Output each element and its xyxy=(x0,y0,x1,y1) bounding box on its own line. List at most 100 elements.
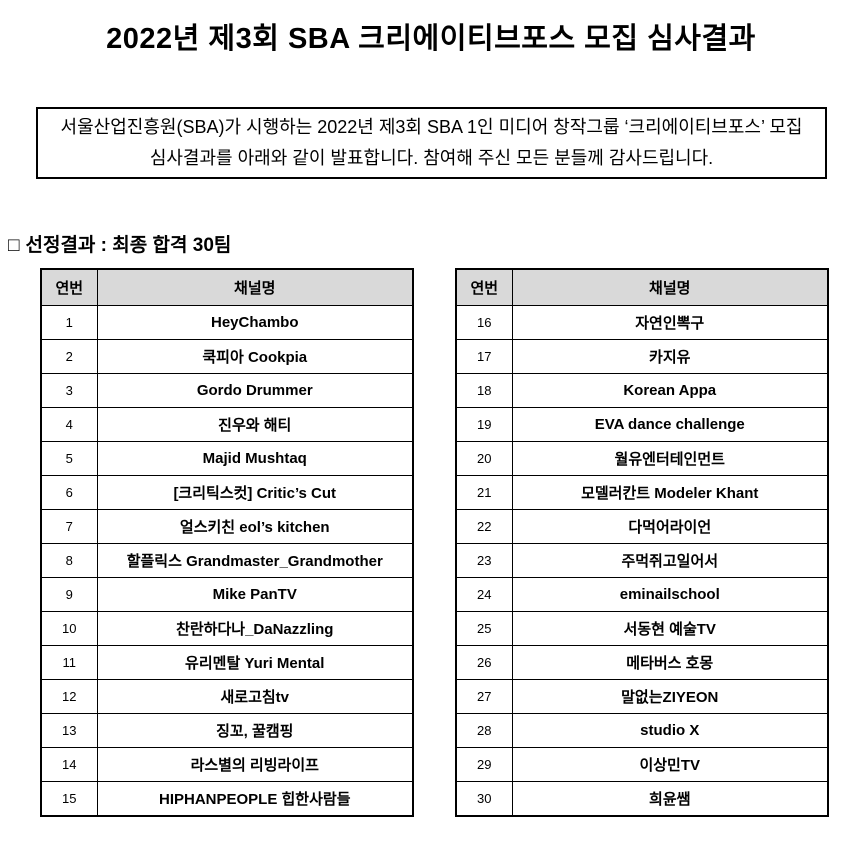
row-number-cell: 7 xyxy=(40,509,98,544)
channel-name-cell: 메타버스 호몽 xyxy=(511,645,829,680)
row-number-cell: 30 xyxy=(455,781,513,817)
column-header-no: 연번 xyxy=(455,268,513,306)
table-row: 21 모델러칸트 Modeler Khant xyxy=(455,475,829,510)
row-number-cell: 13 xyxy=(40,713,98,748)
results-table-right: 연번 채널명 16 자연인뽁구 17 카지유 18 Korean Appa 19 EVA da… xyxy=(455,268,829,817)
channel-name-cell: Korean Appa xyxy=(511,373,829,408)
channel-name-cell: EVA dance challenge xyxy=(511,407,829,442)
channel-name-cell: Gordo Drummer xyxy=(96,373,414,408)
row-number-cell: 9 xyxy=(40,577,98,612)
table-row: 3 Gordo Drummer xyxy=(40,373,414,408)
section-heading: □ 선정결과 : 최종 합격 30팀 xyxy=(8,230,862,257)
channel-name-cell: Mike PanTV xyxy=(96,577,414,612)
row-number-cell: 25 xyxy=(455,611,513,646)
table-row: 25 서동현 예술TV xyxy=(455,611,829,646)
channel-name-cell: 징꼬, 꿀캠핑 xyxy=(96,713,414,748)
row-number-cell: 14 xyxy=(40,747,98,782)
channel-name-cell: 월유엔터테인먼트 xyxy=(511,441,829,476)
row-number-cell: 16 xyxy=(455,305,513,340)
checkbox-square-icon: □ xyxy=(8,235,20,256)
row-number-cell: 11 xyxy=(40,645,98,680)
channel-name-cell: 유리멘탈 Yuri Mental xyxy=(96,645,414,680)
table-row: 2 쿡피아 Cookpia xyxy=(40,339,414,374)
table-row: 13 징꼬, 꿀캠핑 xyxy=(40,713,414,748)
table-row: 30 희윤쌤 xyxy=(455,781,829,817)
table-row: 23 주먹쥐고일어서 xyxy=(455,543,829,578)
table-row: 19 EVA dance challenge xyxy=(455,407,829,442)
channel-name-cell: 얼스키친 eol’s kitchen xyxy=(96,509,414,544)
channel-name-cell: 카지유 xyxy=(511,339,829,374)
row-number-cell: 8 xyxy=(40,543,98,578)
header-row: 연번 채널명 xyxy=(40,268,414,306)
table-row: 15 HIPHANPEOPLE 힙한사람들 xyxy=(40,781,414,817)
channel-name-cell: 다먹어라이언 xyxy=(511,509,829,544)
channel-name-cell: studio X xyxy=(511,713,829,748)
channel-name-cell: 할플릭스 Grandmaster_Grandmother xyxy=(96,543,414,578)
table-row: 6 [크리틱스컷] Critic’s Cut xyxy=(40,475,414,510)
table-row: 28 studio X xyxy=(455,713,829,748)
row-number-cell: 10 xyxy=(40,611,98,646)
intro-line-2: 심사결과를 아래와 같이 발표합니다. 참여해 주신 모든 분들께 감사드립니다… xyxy=(149,148,714,168)
row-number-cell: 23 xyxy=(455,543,513,578)
channel-name-cell: 주먹쥐고일어서 xyxy=(511,543,829,578)
header-row: 연번 채널명 xyxy=(455,268,829,306)
page-title: 2022년 제3회 SBA 크리에이티브포스 모집 심사결과 xyxy=(106,23,756,55)
channel-name-cell: eminailschool xyxy=(511,577,829,612)
row-number-cell: 1 xyxy=(40,305,98,340)
column-header-channel: 채널명 xyxy=(96,268,414,306)
channel-name-cell: [크리틱스컷] Critic’s Cut xyxy=(96,475,414,510)
table-row: 4 진우와 해티 xyxy=(40,407,414,442)
row-number-cell: 26 xyxy=(455,645,513,680)
section-title: 선정결과 : 최종 합격 30팀 xyxy=(25,235,232,256)
intro-box: 서울산업진흥원(SBA)가 시행하는 2022년 제3회 SBA 1인 미디어 … xyxy=(36,107,827,179)
channel-name-cell: 새로고침tv xyxy=(96,679,414,714)
table-row: 27 말없는ZIYEON xyxy=(455,679,829,714)
row-number-cell: 27 xyxy=(455,679,513,714)
table-body-left: 1 HeyChambo 2 쿡피아 Cookpia 3 Gordo Drummer 4 진우와… xyxy=(40,305,414,817)
channel-name-cell: 이상민TV xyxy=(511,747,829,782)
row-number-cell: 4 xyxy=(40,407,98,442)
row-number-cell: 15 xyxy=(40,781,98,817)
channel-name-cell: 자연인뽁구 xyxy=(511,305,829,340)
channel-name-cell: 라스별의 리빙라이프 xyxy=(96,747,414,782)
channel-name-cell: HIPHANPEOPLE 힙한사람들 xyxy=(96,781,414,817)
channel-name-cell: HeyChambo xyxy=(96,305,414,340)
table-row: 5 Majid Mushtaq xyxy=(40,441,414,476)
channel-name-cell: 쿡피아 Cookpia xyxy=(96,339,414,374)
results-table-left: 연번 채널명 1 HeyChambo 2 쿡피아 Cookpia 3 Gordo Drum… xyxy=(40,268,414,817)
table-row: 11 유리멘탈 Yuri Mental xyxy=(40,645,414,680)
table-header-right: 연번 채널명 xyxy=(455,268,829,306)
row-number-cell: 3 xyxy=(40,373,98,408)
row-number-cell: 18 xyxy=(455,373,513,408)
table-row: 20 월유엔터테인먼트 xyxy=(455,441,829,476)
table-row: 10 찬란하다나_DaNazzling xyxy=(40,611,414,646)
table-row: 8 할플릭스 Grandmaster_Grandmother xyxy=(40,543,414,578)
row-number-cell: 28 xyxy=(455,713,513,748)
table-row: 24 eminailschool xyxy=(455,577,829,612)
column-header-no: 연번 xyxy=(40,268,98,306)
table-header-left: 연번 채널명 xyxy=(40,268,414,306)
table-row: 22 다먹어라이언 xyxy=(455,509,829,544)
row-number-cell: 17 xyxy=(455,339,513,374)
channel-name-cell: 희윤쌤 xyxy=(511,781,829,817)
column-header-channel: 채널명 xyxy=(511,268,829,306)
channel-name-cell: 말없는ZIYEON xyxy=(511,679,829,714)
table-row: 29 이상민TV xyxy=(455,747,829,782)
row-number-cell: 6 xyxy=(40,475,98,510)
channel-name-cell: 진우와 해티 xyxy=(96,407,414,442)
table-row: 14 라스별의 리빙라이프 xyxy=(40,747,414,782)
channel-name-cell: Majid Mushtaq xyxy=(96,441,414,476)
table-row: 1 HeyChambo xyxy=(40,305,414,340)
row-number-cell: 22 xyxy=(455,509,513,544)
row-number-cell: 19 xyxy=(455,407,513,442)
table-row: 9 Mike PanTV xyxy=(40,577,414,612)
row-number-cell: 20 xyxy=(455,441,513,476)
channel-name-cell: 서동현 예술TV xyxy=(511,611,829,646)
intro-line-1: 서울산업진흥원(SBA)가 시행하는 2022년 제3회 SBA 1인 미디어 … xyxy=(60,117,803,137)
table-row: 16 자연인뽁구 xyxy=(455,305,829,340)
channel-name-cell: 모델러칸트 Modeler Khant xyxy=(511,475,829,510)
row-number-cell: 24 xyxy=(455,577,513,612)
row-number-cell: 12 xyxy=(40,679,98,714)
results-tables-container: 연번 채널명 1 HeyChambo 2 쿡피아 Cookpia 3 Gordo Drum… xyxy=(40,268,862,817)
